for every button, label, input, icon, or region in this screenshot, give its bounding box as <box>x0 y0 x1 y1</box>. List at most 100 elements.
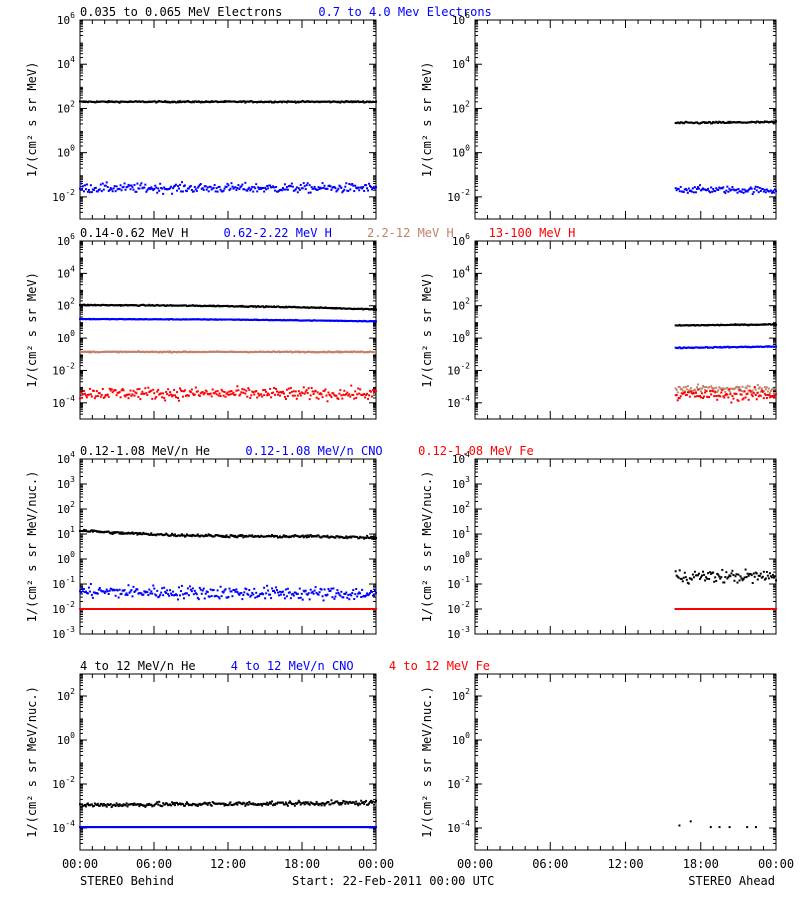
data-point <box>296 191 299 194</box>
data-point <box>345 535 348 538</box>
data-point <box>744 190 747 193</box>
y-axis-label: 1/(cm² s sr MeV) <box>420 272 434 388</box>
data-point <box>744 396 747 399</box>
data-point <box>685 189 688 192</box>
data-point <box>701 121 704 124</box>
data-point <box>159 182 162 185</box>
data-point <box>761 390 764 393</box>
data-point <box>681 392 684 395</box>
data-point <box>707 386 710 389</box>
data-point <box>727 608 730 610</box>
series-blue <box>674 345 777 350</box>
data-point <box>690 392 693 395</box>
data-point <box>708 386 711 389</box>
data-point <box>723 608 726 610</box>
data-point <box>337 591 340 594</box>
data-point <box>758 323 761 326</box>
data-point <box>107 395 110 398</box>
data-point <box>342 393 345 396</box>
data-point <box>748 573 751 576</box>
data-point <box>740 121 743 124</box>
data-point <box>736 346 739 349</box>
data-point <box>140 392 143 395</box>
data-point <box>330 587 333 590</box>
y-tick-label: 102 <box>57 297 75 313</box>
data-point <box>110 188 113 191</box>
data-point <box>153 187 156 190</box>
data-point <box>322 186 325 189</box>
data-point <box>745 608 748 610</box>
data-point <box>342 596 345 599</box>
data-point <box>270 396 273 399</box>
data-point <box>284 188 287 191</box>
data-point <box>756 186 759 189</box>
data-point <box>83 392 86 395</box>
data-point <box>113 589 116 592</box>
data-point <box>206 591 209 594</box>
data-point <box>324 388 327 391</box>
data-point <box>194 386 197 389</box>
data-point <box>770 323 773 326</box>
data-point <box>185 190 188 193</box>
data-point <box>679 395 682 398</box>
data-point <box>84 394 87 397</box>
data-point <box>762 190 765 193</box>
y-tick-label: 102 <box>57 99 75 115</box>
data-point <box>711 190 714 193</box>
data-point <box>295 397 298 400</box>
data-point <box>752 392 755 395</box>
data-point <box>222 394 225 397</box>
data-point <box>242 536 245 539</box>
data-point <box>750 574 753 577</box>
data-point <box>764 608 767 610</box>
data-point <box>736 608 739 610</box>
data-point <box>237 184 240 187</box>
data-point <box>731 569 734 572</box>
data-point <box>748 385 751 388</box>
data-point <box>147 594 150 597</box>
data-point <box>726 345 729 348</box>
data-point <box>750 608 753 610</box>
data-point <box>750 120 753 123</box>
data-point <box>87 393 90 396</box>
data-point <box>771 387 774 390</box>
data-point <box>700 390 703 393</box>
data-point <box>677 608 680 610</box>
data-point <box>721 121 724 124</box>
data-point <box>700 324 703 327</box>
data-point <box>218 185 221 188</box>
data-point <box>758 608 761 610</box>
data-point <box>759 390 762 393</box>
data-point <box>722 120 725 123</box>
data-point <box>362 186 365 189</box>
data-point <box>738 386 741 389</box>
data-point <box>696 324 699 327</box>
data-point <box>119 396 122 399</box>
data-point <box>760 323 763 326</box>
data-point <box>177 101 180 104</box>
data-point <box>309 191 312 194</box>
data-point <box>187 594 190 597</box>
data-point <box>368 593 371 596</box>
data-point <box>685 578 688 581</box>
data-point <box>758 574 761 577</box>
data-point <box>687 582 690 585</box>
data-point <box>327 391 330 394</box>
data-point <box>765 570 768 573</box>
data-point <box>775 323 777 326</box>
data-point <box>250 394 253 397</box>
data-point <box>340 590 343 593</box>
data-point <box>239 534 242 537</box>
data-point <box>711 323 714 326</box>
data-point <box>759 189 762 192</box>
data-point <box>715 324 718 327</box>
data-point <box>119 184 122 187</box>
data-point <box>710 324 713 327</box>
data-point <box>716 346 719 349</box>
data-point <box>199 588 202 591</box>
data-point <box>704 391 707 394</box>
data-point <box>216 190 219 193</box>
data-point <box>719 387 722 390</box>
data-point <box>204 533 207 536</box>
data-point <box>229 187 232 190</box>
